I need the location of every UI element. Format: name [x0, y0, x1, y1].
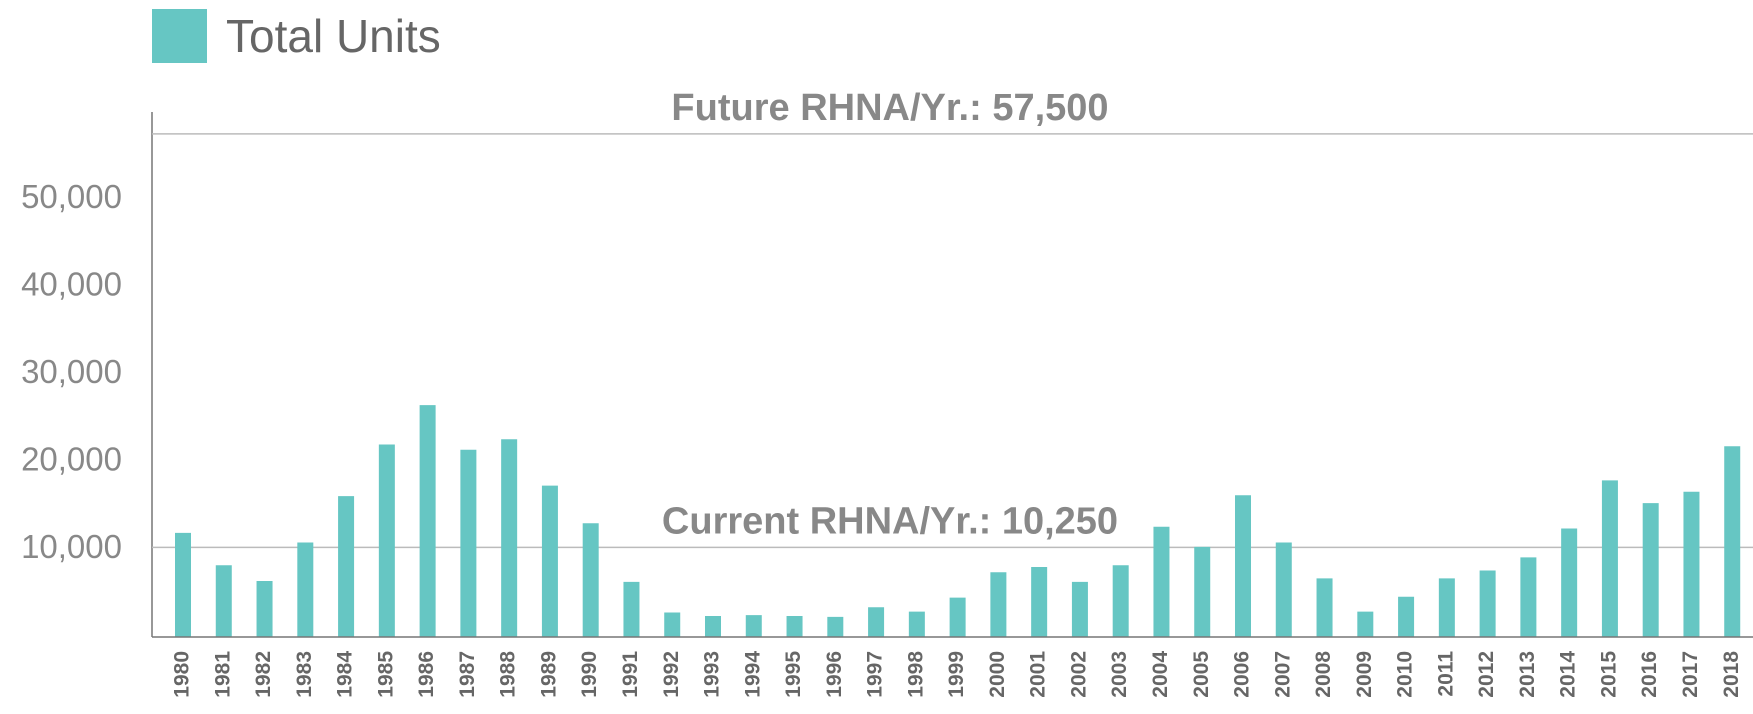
bar [1479, 570, 1496, 637]
x-tick-label: 1985 [374, 651, 397, 698]
bar [1724, 446, 1741, 637]
bar [501, 439, 518, 637]
bar [175, 532, 191, 637]
x-tick-label: 1980 [171, 651, 194, 698]
bar [1112, 565, 1129, 637]
x-tick-label: 2009 [1353, 651, 1376, 698]
bar [1438, 578, 1455, 637]
bar [990, 572, 1007, 637]
bar [297, 542, 314, 637]
bar [949, 597, 966, 637]
bar [541, 485, 558, 637]
x-tick-label: 2005 [1190, 651, 1213, 698]
x-tick-label: 2017 [1679, 651, 1702, 698]
x-tick-label: 1982 [252, 651, 275, 698]
x-tick-label: 2004 [1149, 651, 1172, 698]
x-tick-label: 1989 [537, 651, 560, 698]
bar [1561, 528, 1578, 637]
bar [1398, 596, 1415, 637]
x-tick-label: 1984 [334, 651, 357, 698]
x-tick-label: 1986 [415, 651, 438, 698]
x-tick-label: 1983 [293, 651, 316, 698]
bar [786, 616, 803, 637]
x-tick-label: 2015 [1597, 651, 1620, 698]
bar [1520, 557, 1537, 637]
y-tick-label: 20,000 [21, 441, 122, 478]
bar [868, 607, 885, 637]
x-tick-label: 1992 [660, 651, 683, 698]
bar [623, 581, 640, 637]
x-tick-label: 2018 [1720, 651, 1743, 698]
x-tick-label: 1987 [456, 651, 479, 698]
x-tick-label: 1990 [578, 651, 601, 698]
x-tick-label: 2011 [1434, 651, 1457, 697]
x-tick-label: 2010 [1394, 651, 1417, 698]
bar [745, 615, 762, 637]
bar [1071, 581, 1088, 637]
legend-swatch [152, 9, 207, 63]
y-tick-label: 10,000 [21, 528, 122, 565]
x-tick-label: 1999 [945, 651, 968, 698]
bar [827, 616, 844, 637]
bar [215, 565, 232, 637]
bar [1601, 480, 1618, 637]
bar [460, 449, 477, 637]
x-tick-label: 1993 [701, 651, 724, 698]
bar [1642, 503, 1659, 637]
bar [419, 405, 436, 637]
reference-label: Current RHNA/Yr.: 10,250 [662, 500, 1118, 542]
x-tick-label: 2006 [1231, 651, 1254, 698]
bar [1683, 491, 1700, 637]
x-tick-label: 2014 [1557, 651, 1580, 698]
legend-label: Total Units [226, 10, 441, 62]
bar [256, 581, 273, 637]
x-tick-label: 2000 [986, 651, 1009, 698]
x-tick-label: 1997 [864, 651, 887, 698]
x-tick-label: 2007 [1271, 651, 1294, 698]
bar [705, 616, 721, 637]
x-tick-label: 1988 [497, 651, 520, 698]
bar [1357, 611, 1374, 637]
x-tick-label: 1995 [782, 651, 805, 698]
x-tick-label: 1994 [741, 651, 764, 698]
x-tick-label: 1981 [211, 651, 234, 698]
bar [378, 444, 395, 637]
x-tick-label: 1991 [619, 651, 642, 698]
bar [1275, 542, 1292, 637]
x-tick-label: 2016 [1638, 651, 1661, 698]
y-tick-label: 50,000 [21, 178, 122, 215]
reference-label: Future RHNA/Yr.: 57,500 [671, 87, 1108, 129]
x-tick-label: 1998 [904, 651, 927, 698]
bar [1031, 567, 1048, 637]
y-tick-label: 40,000 [21, 266, 122, 303]
y-tick-label: 30,000 [21, 353, 122, 390]
x-tick-label: 2012 [1475, 651, 1498, 698]
x-tick-label: 2003 [1108, 651, 1131, 698]
bar [908, 611, 925, 637]
bar [582, 523, 599, 637]
bar [1194, 546, 1211, 637]
bar [1153, 526, 1170, 637]
bar [664, 612, 681, 637]
bar [1235, 495, 1251, 637]
x-tick-label: 2002 [1067, 651, 1090, 698]
x-tick-label: 2013 [1516, 651, 1539, 698]
x-tick-label: 2001 [1027, 651, 1050, 698]
bar [338, 496, 355, 637]
x-tick-label: 1996 [823, 651, 846, 698]
bar [1316, 578, 1333, 637]
x-tick-label: 2008 [1312, 651, 1335, 698]
